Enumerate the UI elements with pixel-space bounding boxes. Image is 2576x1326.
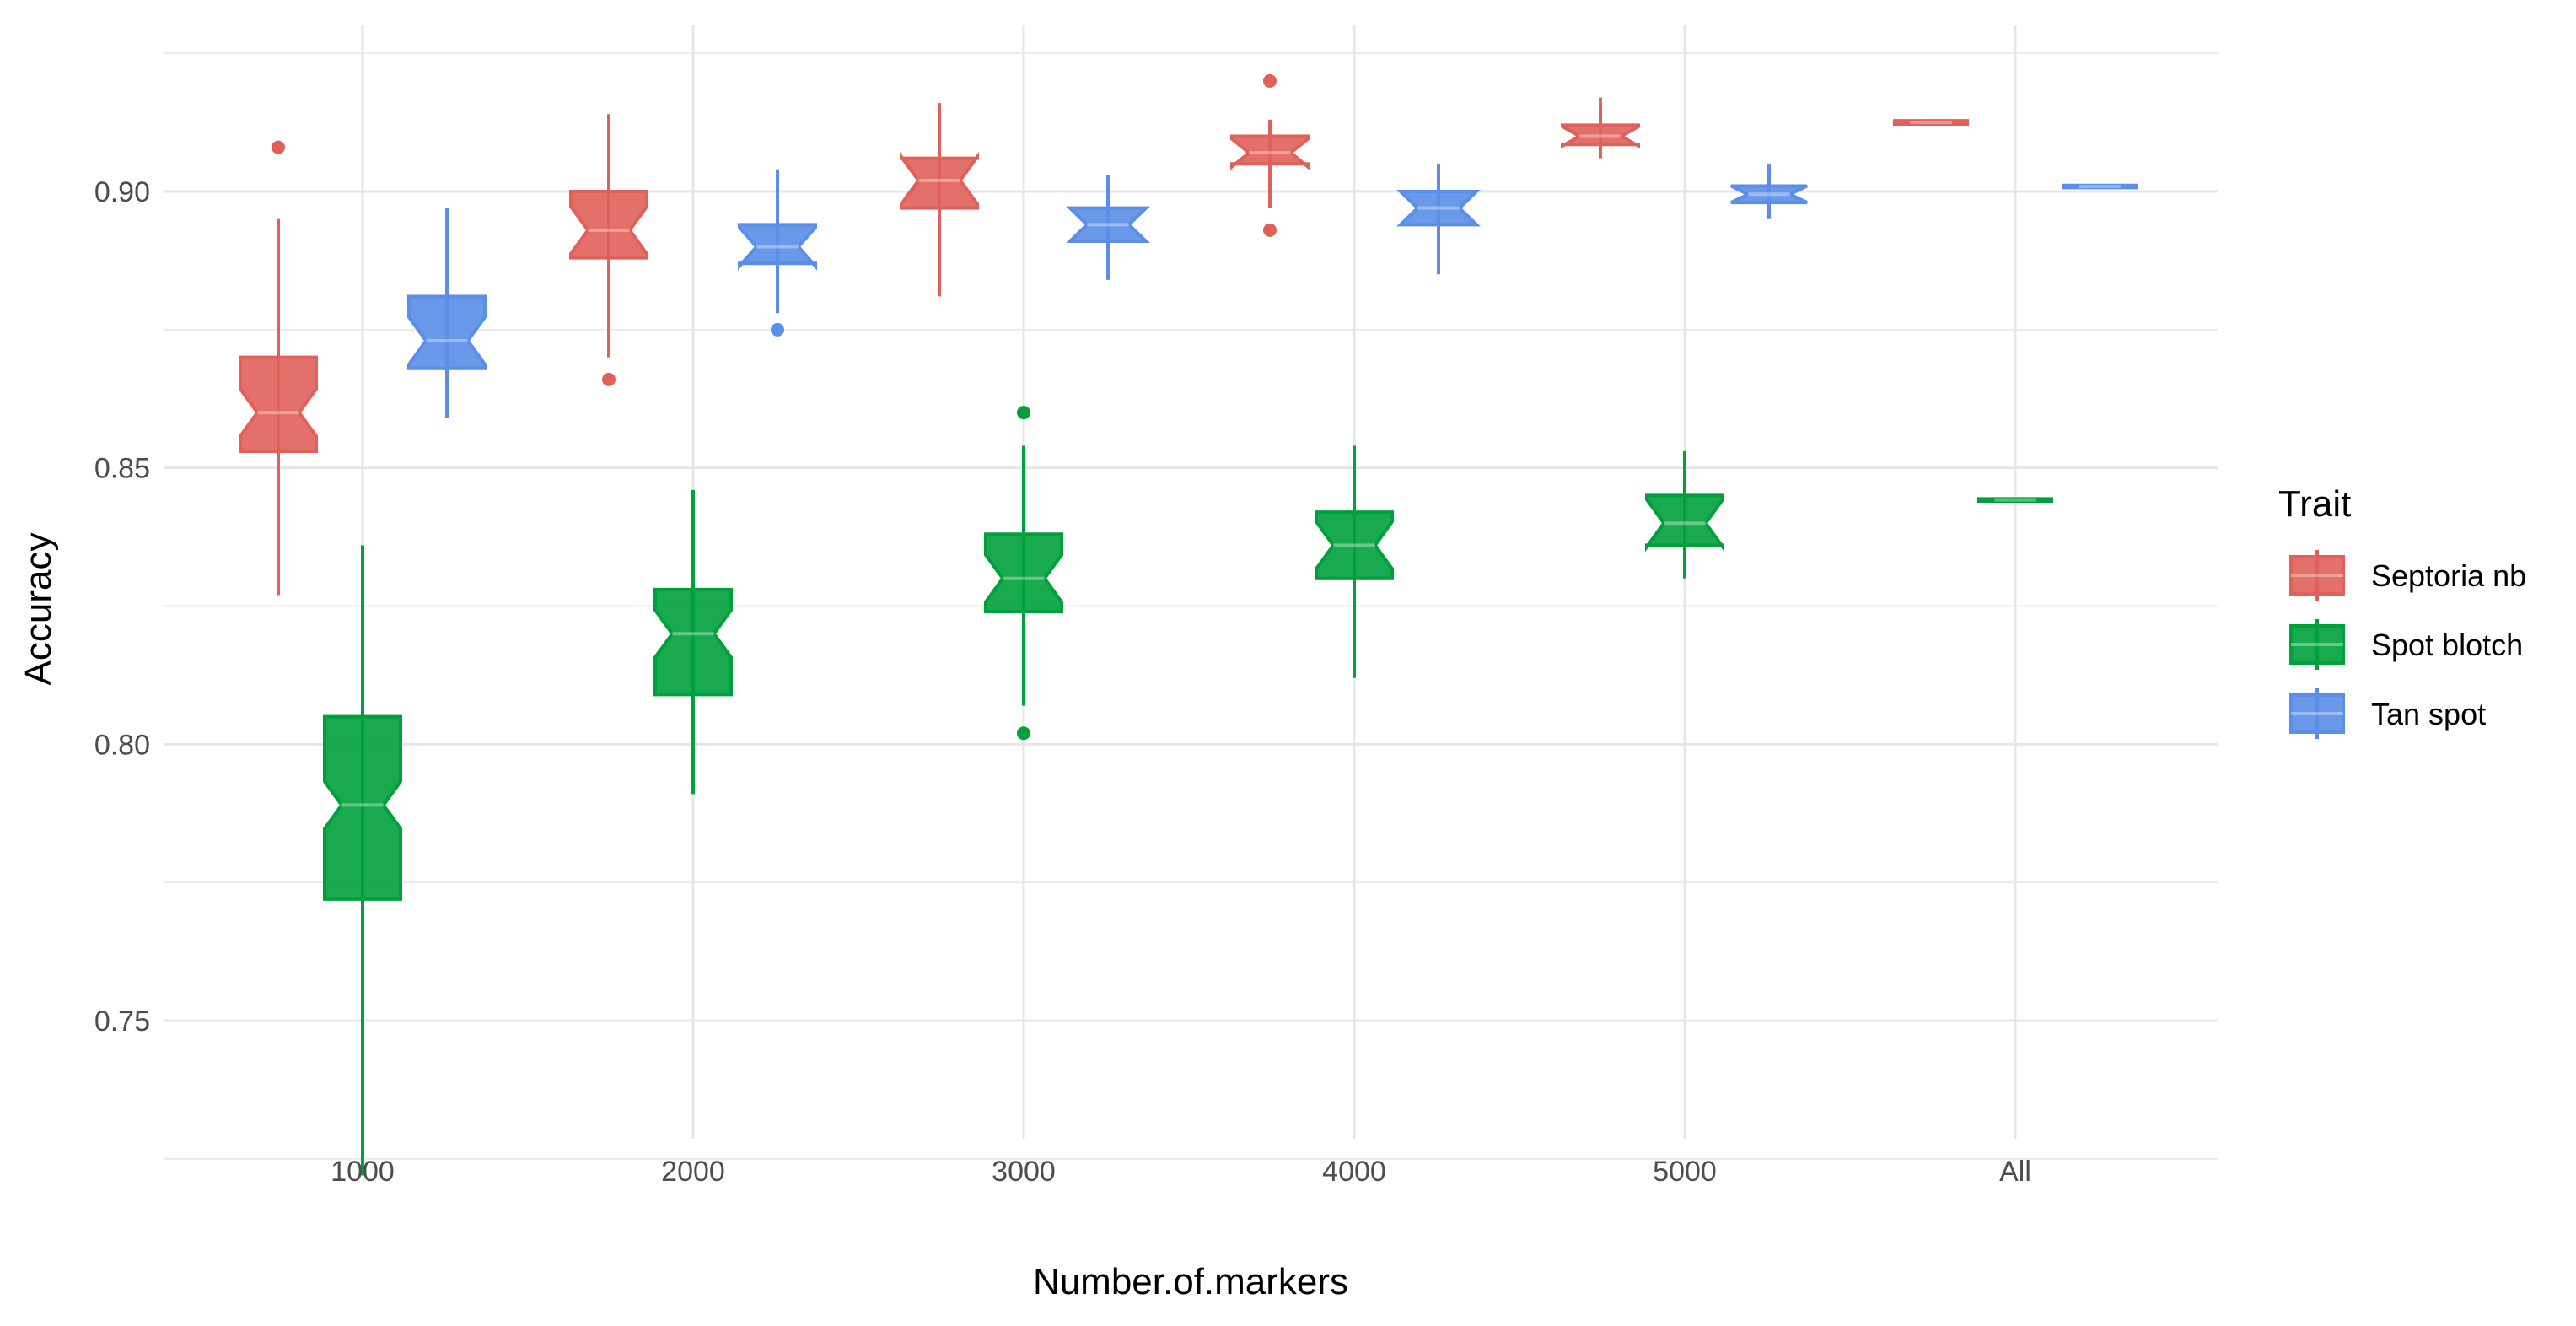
x-tick-label: 4000 [1322,1156,1386,1188]
box-body [1645,493,1724,552]
box-body [1892,119,1970,127]
plot-area [239,73,2138,1176]
legend-title: Trait [2278,483,2351,525]
legend-key-box [2289,555,2345,596]
box-body [738,223,817,271]
series-tan-spot [407,164,2138,418]
outlier-point [272,140,285,154]
box-body [1396,190,1481,227]
box-body [569,190,648,260]
box-body [1230,134,1310,170]
box-body [984,532,1063,614]
legend-label: Tan spot [2371,697,2486,731]
box-body [1066,206,1150,243]
x-tick-label: 3000 [992,1156,1056,1188]
outlier-point [771,322,784,337]
legend-key-box [2289,693,2345,734]
x-tick-label: 1000 [331,1156,395,1188]
x-tick-label: All [1999,1156,2031,1188]
legend-item: Tan spot [2289,688,2486,739]
y-tick-label: 0.90 [94,176,150,208]
box-body [323,714,402,901]
box-body [2061,183,2138,190]
x-axis-ticks: 1000 2000 3000 4000 5000 All [331,1156,2031,1188]
legend: Trait Septoria nb Spot blotch Tan spot [2278,483,2526,739]
box-body [1315,510,1394,580]
box-body [407,294,487,370]
legend-label: Septoria nb [2371,558,2526,593]
grid-lines [164,25,2218,1160]
x-tick-label: 2000 [661,1156,725,1188]
outlier-point [1263,73,1277,88]
legend-items: Septoria nb Spot blotch Tan spot [2289,550,2526,739]
x-tick-label: 5000 [1653,1156,1717,1188]
y-tick-label: 0.85 [94,453,150,485]
box-body [653,587,733,697]
outlier-point [1017,726,1030,741]
legend-item: Spot blotch [2289,619,2523,670]
box-body [239,355,318,454]
box-body [1561,123,1640,149]
box-body [900,151,979,210]
outlier-point [602,372,616,386]
y-tick-label: 0.80 [94,729,150,761]
legend-item: Septoria nb [2289,550,2526,601]
series-spot-blotch [323,406,2054,1176]
y-axis-title: Accuracy [18,533,59,686]
x-axis-title: Number.of.markers [1033,1261,1348,1302]
y-axis-ticks: 0.75 0.80 0.85 0.90 [94,176,150,1038]
box-body [1730,184,1808,205]
legend-key-box [2289,624,2345,665]
outlier-point [1017,406,1030,420]
box-body [1976,497,2054,503]
y-tick-label: 0.75 [94,1005,150,1038]
legend-label: Spot blotch [2371,628,2523,662]
series-septoria-nb [239,73,1970,596]
outlier-point [1263,223,1277,237]
